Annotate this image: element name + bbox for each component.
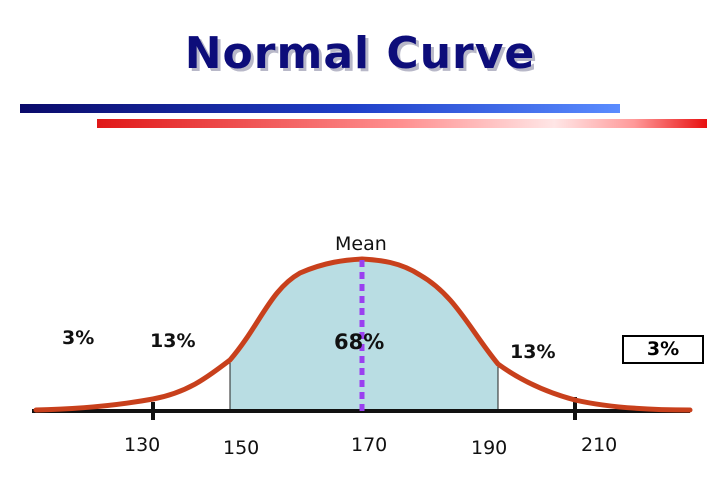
tick-label-210: 210 <box>581 434 618 456</box>
tick-label-130: 130 <box>124 434 161 456</box>
title-underline-blue <box>20 104 620 113</box>
left-mid-percent: 13% <box>150 330 196 352</box>
slide-title: Normal Curve <box>184 28 536 79</box>
bell-curve <box>33 256 693 413</box>
right-mid-percent: 13% <box>510 341 556 363</box>
tick-label-150: 150 <box>223 437 260 459</box>
center-percent: 68% <box>334 330 385 354</box>
tick-label-190: 190 <box>471 437 508 459</box>
tick-label-170: 170 <box>351 434 388 456</box>
title-underline-red <box>97 119 707 128</box>
right-tail-percent: 3% <box>622 335 704 364</box>
mean-label: Mean <box>335 233 387 255</box>
left-tail-percent: 3% <box>62 327 95 349</box>
